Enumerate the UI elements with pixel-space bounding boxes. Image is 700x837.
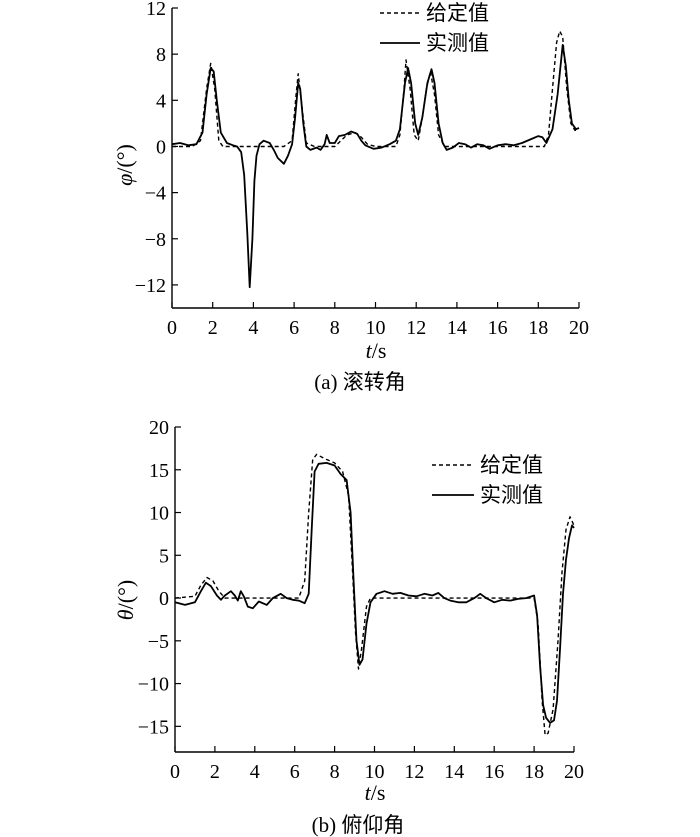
y-tick-label: −15: [138, 716, 169, 738]
measured-series-line: [171, 44, 580, 289]
y-axis-label: θ/(°): [113, 580, 138, 620]
y-tick-label: 10: [149, 503, 169, 525]
y-tick-label: 5: [159, 545, 169, 567]
x-tick-label: 14: [447, 317, 467, 339]
x-tick-label: 10: [366, 317, 386, 339]
y-axis-unit: /(°): [113, 580, 138, 610]
x-tick-label: 20: [564, 761, 584, 783]
legend-label: 给定值: [480, 453, 543, 477]
x-axis-symbol: t: [365, 780, 372, 805]
x-axis-symbol: t: [366, 338, 373, 363]
x-tick-label: 2: [210, 761, 220, 783]
x-tick-label: 12: [406, 317, 426, 339]
y-axis-unit: /(°): [112, 144, 137, 174]
x-tick-label: 18: [524, 761, 544, 783]
y-tick-label: 0: [156, 136, 166, 158]
x-axis-label: t/s: [366, 338, 387, 363]
legend-label: 实测值: [480, 483, 543, 507]
y-tick-label: 15: [149, 460, 169, 482]
y-axis-symbol: φ: [112, 174, 137, 186]
y-tick-label: 0: [159, 588, 169, 610]
x-tick-label: 4: [248, 317, 258, 339]
y-tick-label: −10: [138, 674, 169, 696]
y-tick-label: −12: [135, 275, 166, 297]
x-tick-label: 6: [290, 761, 300, 783]
y-tick-label: 20: [149, 417, 169, 439]
x-tick-label: 8: [330, 761, 340, 783]
x-tick-label: 16: [484, 761, 504, 783]
x-tick-label: 2: [208, 317, 218, 339]
x-tick-label: 8: [330, 317, 340, 339]
roll-angle-chart: 0 2 4 6 8 10 12 14 16 18 2012840−4−8−12给定值实测值t/sφ/…: [112, 0, 589, 394]
y-axis-label: φ/(°): [112, 144, 137, 186]
x-tick-label: 4: [250, 761, 260, 783]
x-tick-label: 16: [488, 317, 508, 339]
x-tick-label: 18: [528, 317, 548, 339]
y-axis-symbol: θ: [113, 609, 138, 620]
x-tick-label: 10: [365, 761, 385, 783]
x-tick-label: 20: [569, 317, 589, 339]
legend-label: 实测值: [426, 31, 489, 55]
x-axis-unit: /s: [372, 338, 387, 363]
x-tick-label: 12: [404, 761, 424, 783]
reference-series-line: [172, 30, 579, 148]
chart-caption: (a) 滚转角: [314, 370, 406, 394]
y-tick-label: −5: [148, 631, 169, 653]
y-tick-label: −4: [145, 183, 166, 205]
x-tick-label: 6: [289, 317, 299, 339]
y-tick-label: 8: [156, 44, 166, 66]
chart-caption: (b) 俯仰角: [312, 813, 405, 837]
x-axis-unit: /s: [371, 780, 386, 805]
x-tick-label: 0: [167, 317, 177, 339]
measured-series-line: [174, 462, 575, 724]
y-tick-label: 12: [146, 0, 166, 20]
x-axis-label: t/s: [365, 780, 386, 805]
x-tick-label: 0: [170, 761, 180, 783]
legend-label: 给定值: [426, 1, 489, 25]
x-tick-label: 14: [444, 761, 464, 783]
y-tick-label: −8: [145, 229, 166, 251]
y-tick-label: 4: [156, 90, 166, 112]
